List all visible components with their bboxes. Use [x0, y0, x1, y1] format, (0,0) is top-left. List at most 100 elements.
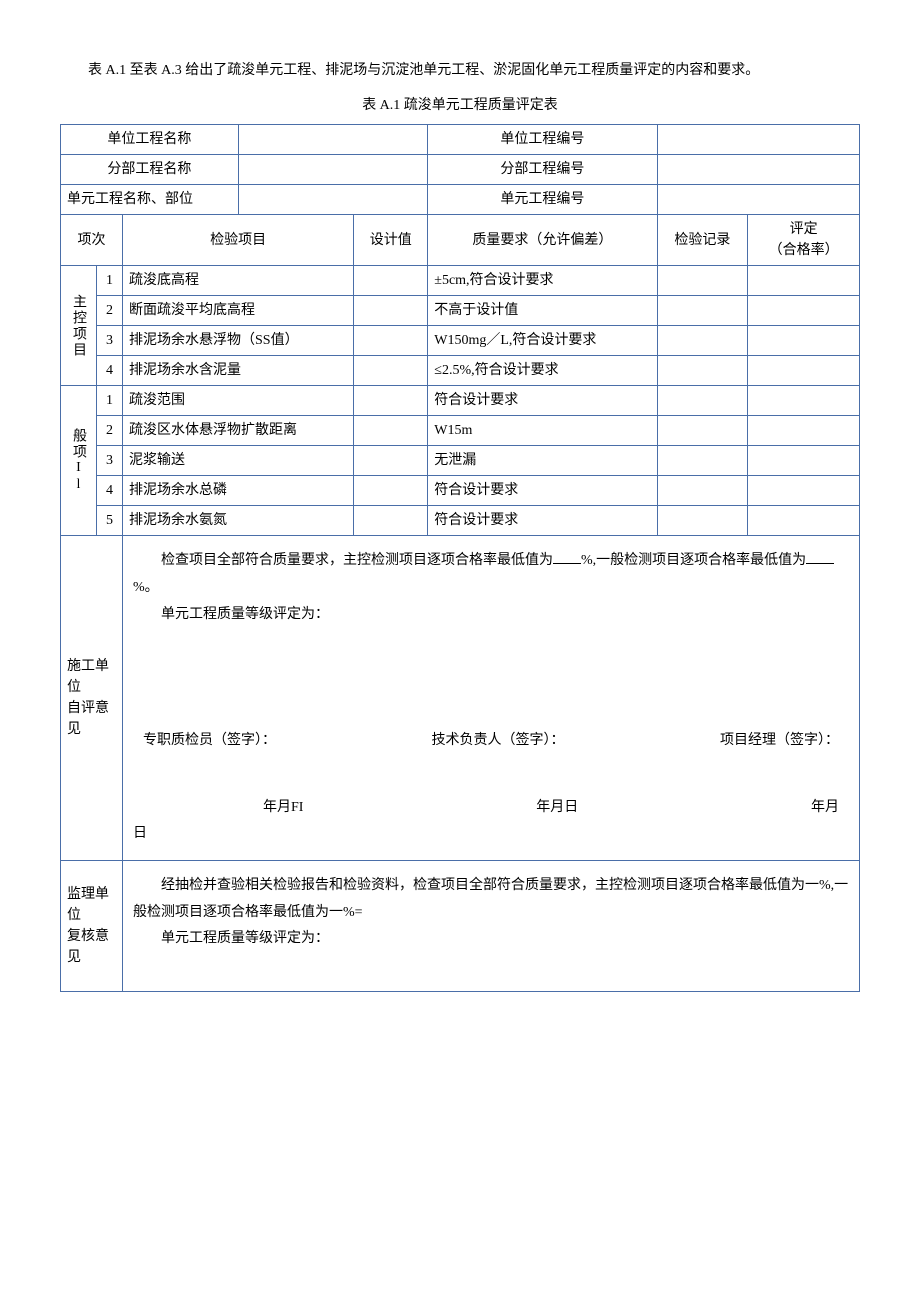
rate-cell	[748, 446, 860, 476]
date-1: 年月FI	[263, 795, 303, 822]
rate-cell	[748, 476, 860, 506]
item-cell: 排泥场余水含泥量	[123, 356, 354, 386]
record-cell	[657, 476, 748, 506]
req-cell: 符合设计要求	[428, 476, 657, 506]
col-record: 检验记录	[657, 215, 748, 266]
design-cell	[354, 446, 428, 476]
record-cell	[657, 356, 748, 386]
rate-cell	[748, 266, 860, 296]
sub-proj-name-label: 分部工程名称	[61, 155, 239, 185]
rate-cell	[748, 296, 860, 326]
col-req: 质量要求（允许偏差）	[428, 215, 657, 266]
element-name-label: 单元工程名称、部位	[61, 185, 239, 215]
seq-cell: 3	[97, 446, 123, 476]
col-seq: 项次	[61, 215, 123, 266]
date-2: 年月日	[536, 795, 578, 822]
table-row: 3 排泥场余水悬浮物（SS值） W150mg／L,符合设计要求	[61, 326, 860, 356]
unit-proj-name-label: 单位工程名称	[61, 125, 239, 155]
record-cell	[657, 266, 748, 296]
self-opinion-row: 施工单位自评意见 检查项目全部符合质量要求，主控检测项目逐项合格率最低值为%,一…	[61, 536, 860, 861]
table-row: 般项Il 1 疏浚范围 符合设计要求	[61, 386, 860, 416]
item-cell: 泥浆输送	[123, 446, 354, 476]
record-cell	[657, 296, 748, 326]
item-cell: 排泥场余水总磷	[123, 476, 354, 506]
req-cell: 无泄漏	[428, 446, 657, 476]
item-cell: 排泥场余水悬浮物（SS值）	[123, 326, 354, 356]
col-item: 检验项目	[123, 215, 354, 266]
req-cell: ±5cm,符合设计要求	[428, 266, 657, 296]
qc-sign-label: 专职质检员（签字）：	[143, 728, 276, 755]
table-row: 分部工程名称 分部工程编号	[61, 155, 860, 185]
rate-cell	[748, 356, 860, 386]
design-cell	[354, 356, 428, 386]
record-cell	[657, 326, 748, 356]
seq-cell: 5	[97, 506, 123, 536]
rate-cell	[748, 326, 860, 356]
seq-cell: 1	[97, 266, 123, 296]
req-cell: 符合设计要求	[428, 506, 657, 536]
table-row: 单元工程名称、部位 单元工程编号	[61, 185, 860, 215]
table-caption: 表 A.1 疏浚单元工程质量评定表	[60, 94, 860, 114]
date-3: 年月	[811, 795, 839, 822]
design-cell	[354, 416, 428, 446]
table-row: 4 排泥场余水含泥量 ≤2.5%,符合设计要求	[61, 356, 860, 386]
table-row: 4 排泥场余水总磷 符合设计要求	[61, 476, 860, 506]
element-no-value	[657, 185, 860, 215]
req-cell: W15m	[428, 416, 657, 446]
quality-table: 单位工程名称 单位工程编号 分部工程名称 分部工程编号 单元工程名称、部位 单元…	[60, 124, 860, 992]
req-cell: ≤2.5%,符合设计要求	[428, 356, 657, 386]
record-cell	[657, 416, 748, 446]
sub-proj-no-label: 分部工程编号	[428, 155, 657, 185]
table-row: 单位工程名称 单位工程编号	[61, 125, 860, 155]
item-cell: 疏浚范围	[123, 386, 354, 416]
unit-proj-no-label: 单位工程编号	[428, 125, 657, 155]
design-cell	[354, 266, 428, 296]
item-cell: 疏浚底高程	[123, 266, 354, 296]
rate-cell	[748, 506, 860, 536]
record-cell	[657, 506, 748, 536]
seq-cell: 2	[97, 296, 123, 326]
req-cell: W150mg／L,符合设计要求	[428, 326, 657, 356]
table-row: 3 泥浆输送 无泄漏	[61, 446, 860, 476]
design-cell	[354, 386, 428, 416]
element-no-label: 单元工程编号	[428, 185, 657, 215]
table-row: 2 断面疏浚平均底高程 不高于设计值	[61, 296, 860, 326]
group-a-label: 主控项目	[61, 266, 97, 386]
unit-proj-name-value	[238, 125, 428, 155]
rate-cell	[748, 386, 860, 416]
table-row: 2 疏浚区水体悬浮物扩散距离 W15m	[61, 416, 860, 446]
req-cell: 符合设计要求	[428, 386, 657, 416]
table-row: 主控项目 1 疏浚底高程 ±5cm,符合设计要求	[61, 266, 860, 296]
req-cell: 不高于设计值	[428, 296, 657, 326]
intro-text: 表 A.1 至表 A.3 给出了疏浚单元工程、排泥场与沉淀池单元工程、淤泥固化单…	[60, 60, 860, 82]
sub-proj-name-value	[238, 155, 428, 185]
element-name-value	[238, 185, 428, 215]
item-cell: 疏浚区水体悬浮物扩散距离	[123, 416, 354, 446]
col-rate: 评定（合格率）	[748, 215, 860, 266]
review-opinion-label: 监理单位复核意见	[61, 860, 123, 991]
table-row: 5 排泥场余水氨氮 符合设计要求	[61, 506, 860, 536]
self-opinion-content: 检查项目全部符合质量要求，主控检测项目逐项合格率最低值为%,一般检测项目逐项合格…	[123, 536, 860, 861]
design-cell	[354, 506, 428, 536]
seq-cell: 2	[97, 416, 123, 446]
pm-sign-label: 项目经理（签字）：	[720, 728, 839, 755]
review-opinion-row: 监理单位复核意见 经抽检并查验相关检验报告和检验资料，检查项目全部符合质量要求，…	[61, 860, 860, 991]
record-cell	[657, 386, 748, 416]
group-b-label: 般项Il	[61, 386, 97, 536]
self-opinion-label: 施工单位自评意见	[61, 536, 123, 861]
table-header-row: 项次 检验项目 设计值 质量要求（允许偏差） 检验记录 评定（合格率）	[61, 215, 860, 266]
item-cell: 断面疏浚平均底高程	[123, 296, 354, 326]
design-cell	[354, 326, 428, 356]
review-opinion-content: 经抽检并查验相关检验报告和检验资料，检查项目全部符合质量要求，主控检测项目逐项合…	[123, 860, 860, 991]
seq-cell: 4	[97, 476, 123, 506]
col-design: 设计值	[354, 215, 428, 266]
seq-cell: 4	[97, 356, 123, 386]
tech-sign-label: 技术负责人（签字）：	[432, 728, 565, 755]
record-cell	[657, 446, 748, 476]
design-cell	[354, 296, 428, 326]
design-cell	[354, 476, 428, 506]
item-cell: 排泥场余水氨氮	[123, 506, 354, 536]
rate-cell	[748, 416, 860, 446]
seq-cell: 1	[97, 386, 123, 416]
sub-proj-no-value	[657, 155, 860, 185]
